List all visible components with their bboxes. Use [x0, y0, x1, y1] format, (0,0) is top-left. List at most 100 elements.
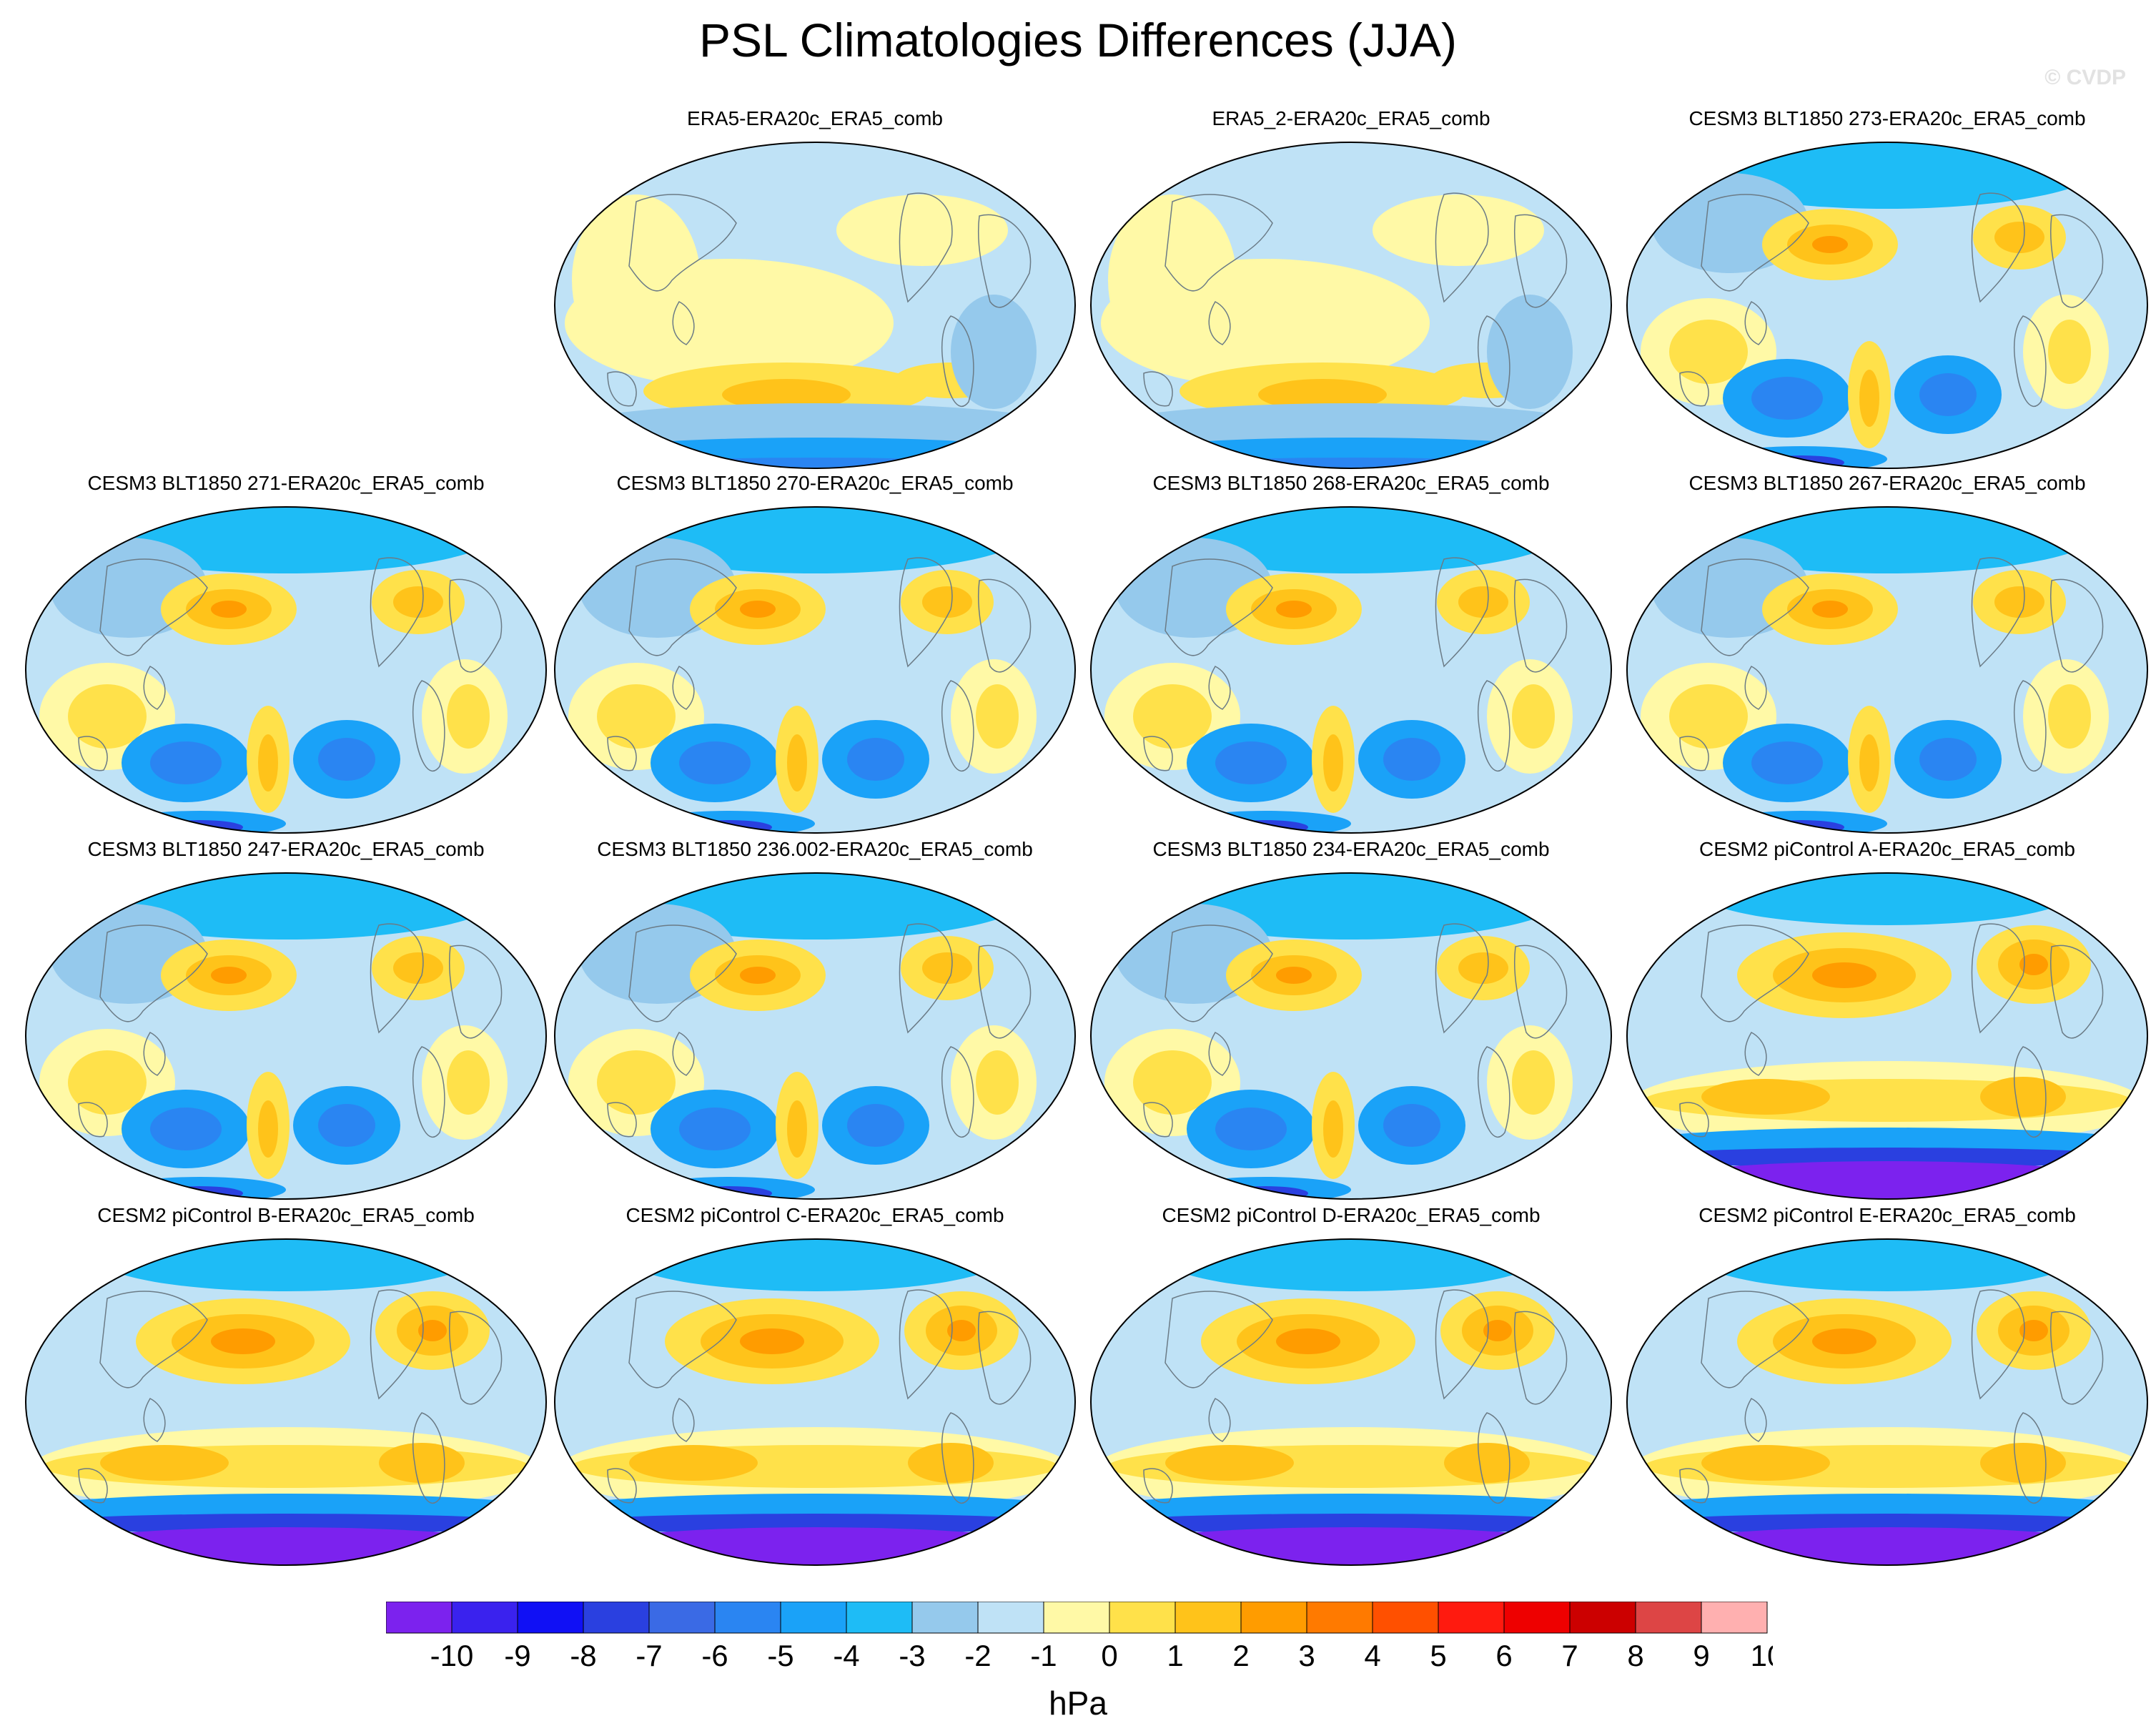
- contour-region: [629, 1445, 758, 1481]
- contour-region: [1980, 1443, 2066, 1483]
- contour-region: [1812, 1328, 1876, 1354]
- psl-difference-map: [25, 506, 547, 834]
- contour-region: [922, 952, 972, 984]
- figure-title: PSL Climatologies Differences (JJA): [698, 14, 1458, 66]
- contour-region: [150, 1108, 222, 1150]
- coastline: [1513, 1311, 1568, 1405]
- colorbar-swatch: [1701, 1602, 1768, 1634]
- contour-region: [951, 295, 1037, 409]
- coastline: [628, 558, 737, 656]
- contour-region: [1137, 458, 1566, 468]
- panel-title: ERA5_2-ERA20c_ERA5_comb: [1212, 107, 1490, 129]
- coastline: [1679, 1102, 1709, 1138]
- map-boundary: [1090, 872, 1612, 1200]
- coastline: [1971, 192, 2025, 303]
- contour-region: [1373, 194, 1544, 266]
- colorbar-tick-label: 0: [1101, 1639, 1117, 1672]
- colorbar-swatch: [780, 1602, 847, 1634]
- contour-region: [1759, 820, 1844, 833]
- contour-region: [1751, 741, 1823, 784]
- contour-region: [1483, 1320, 1512, 1341]
- colorbar-swatch: [1569, 1602, 1636, 1634]
- map-panel: CESM3 BLT1850 273-ERA20c_ERA5_comb: [1623, 107, 2152, 479]
- psl-difference-map: [1090, 506, 1612, 834]
- coastline: [672, 1398, 695, 1442]
- coastline: [448, 1311, 503, 1405]
- coastline: [1744, 666, 1767, 710]
- coastline: [899, 923, 953, 1034]
- map-panel: CESM2 piControl A-ERA20c_ERA5_comb: [1623, 838, 2152, 1210]
- contour-region: [1133, 1050, 1212, 1115]
- psl-difference-map: [554, 1238, 1076, 1566]
- contour-region: [679, 741, 751, 784]
- contour-region: [686, 820, 772, 833]
- contour-region: [1383, 1104, 1440, 1147]
- coastline: [977, 945, 1032, 1039]
- coastline: [2013, 680, 2047, 772]
- coastline: [977, 578, 1032, 673]
- contour-region: [26, 1527, 546, 1565]
- contour-region: [1759, 455, 1844, 468]
- coastline: [1435, 557, 1489, 668]
- contour-region: [258, 1100, 278, 1158]
- colorbar-tick-label: 5: [1430, 1639, 1446, 1672]
- colorbar-tick-label: 8: [1627, 1639, 1643, 1672]
- coastline: [1701, 194, 1809, 292]
- contour-region: [1091, 1527, 1611, 1565]
- contour-region: [1859, 734, 1879, 791]
- colorbar-tick-label: 9: [1693, 1639, 1709, 1672]
- contour-region: [1627, 1161, 2147, 1199]
- coastline: [412, 680, 445, 772]
- coastline: [672, 301, 695, 345]
- map-panel: CESM2 piControl D-ERA20c_ERA5_comb: [1087, 1204, 1616, 1576]
- contour-region: [2019, 954, 2048, 975]
- coastline: [1477, 1046, 1510, 1138]
- contour-region: [558, 1514, 1072, 1534]
- contour-region: [1701, 1445, 1830, 1481]
- coastline: [1679, 371, 1709, 407]
- contour-region: [68, 684, 147, 749]
- coastline: [1477, 1412, 1510, 1504]
- psl-difference-map: [25, 872, 547, 1200]
- contour-region: [1859, 370, 1879, 427]
- coastline: [2049, 214, 2104, 308]
- coastline: [1477, 315, 1510, 408]
- panel-title: CESM2 piControl E-ERA20c_ERA5_comb: [1698, 1204, 2076, 1226]
- contour-region: [740, 1328, 804, 1354]
- coastline: [2013, 1412, 2047, 1504]
- contour-region: [976, 1050, 1019, 1115]
- contour-region: [258, 734, 278, 791]
- colorbar-swatch: [517, 1602, 584, 1634]
- map-boundary: [554, 1238, 1076, 1566]
- contour-region: [1323, 734, 1343, 791]
- contour-region: [68, 1050, 147, 1115]
- colorbar-tick-label: -7: [636, 1639, 662, 1672]
- colorbar-swatch: [451, 1602, 518, 1634]
- colorbar-units: hPa: [1049, 1685, 1107, 1722]
- coastline: [1701, 558, 1809, 656]
- coastline: [78, 1468, 108, 1504]
- coastline: [941, 1412, 974, 1504]
- contour-region: [1994, 586, 2044, 618]
- contour-region: [157, 1186, 243, 1199]
- coastline: [2049, 945, 2104, 1039]
- contour-region: [1258, 379, 1387, 410]
- contour-region: [318, 738, 375, 781]
- coastline: [2049, 578, 2104, 673]
- map-boundary: [25, 506, 547, 834]
- map-panel: ERA5_2-ERA20c_ERA5_comb: [1087, 107, 1616, 479]
- coastline: [1208, 666, 1231, 710]
- coastline: [1143, 736, 1173, 771]
- coastline: [412, 1046, 445, 1138]
- contour-region: [1627, 1527, 2147, 1565]
- psl-difference-map: [1626, 506, 2148, 834]
- colorbar-tick-label: -10: [430, 1639, 474, 1672]
- contour-region: [847, 1104, 904, 1147]
- coastline: [370, 557, 424, 668]
- coastline: [1208, 1398, 1231, 1442]
- contour-region: [157, 820, 243, 833]
- panel-title: CESM2 piControl A-ERA20c_ERA5_comb: [1698, 838, 2075, 860]
- colorbar-swatch: [977, 1602, 1044, 1634]
- contour-region: [1458, 586, 1508, 618]
- contour-region: [1276, 601, 1312, 618]
